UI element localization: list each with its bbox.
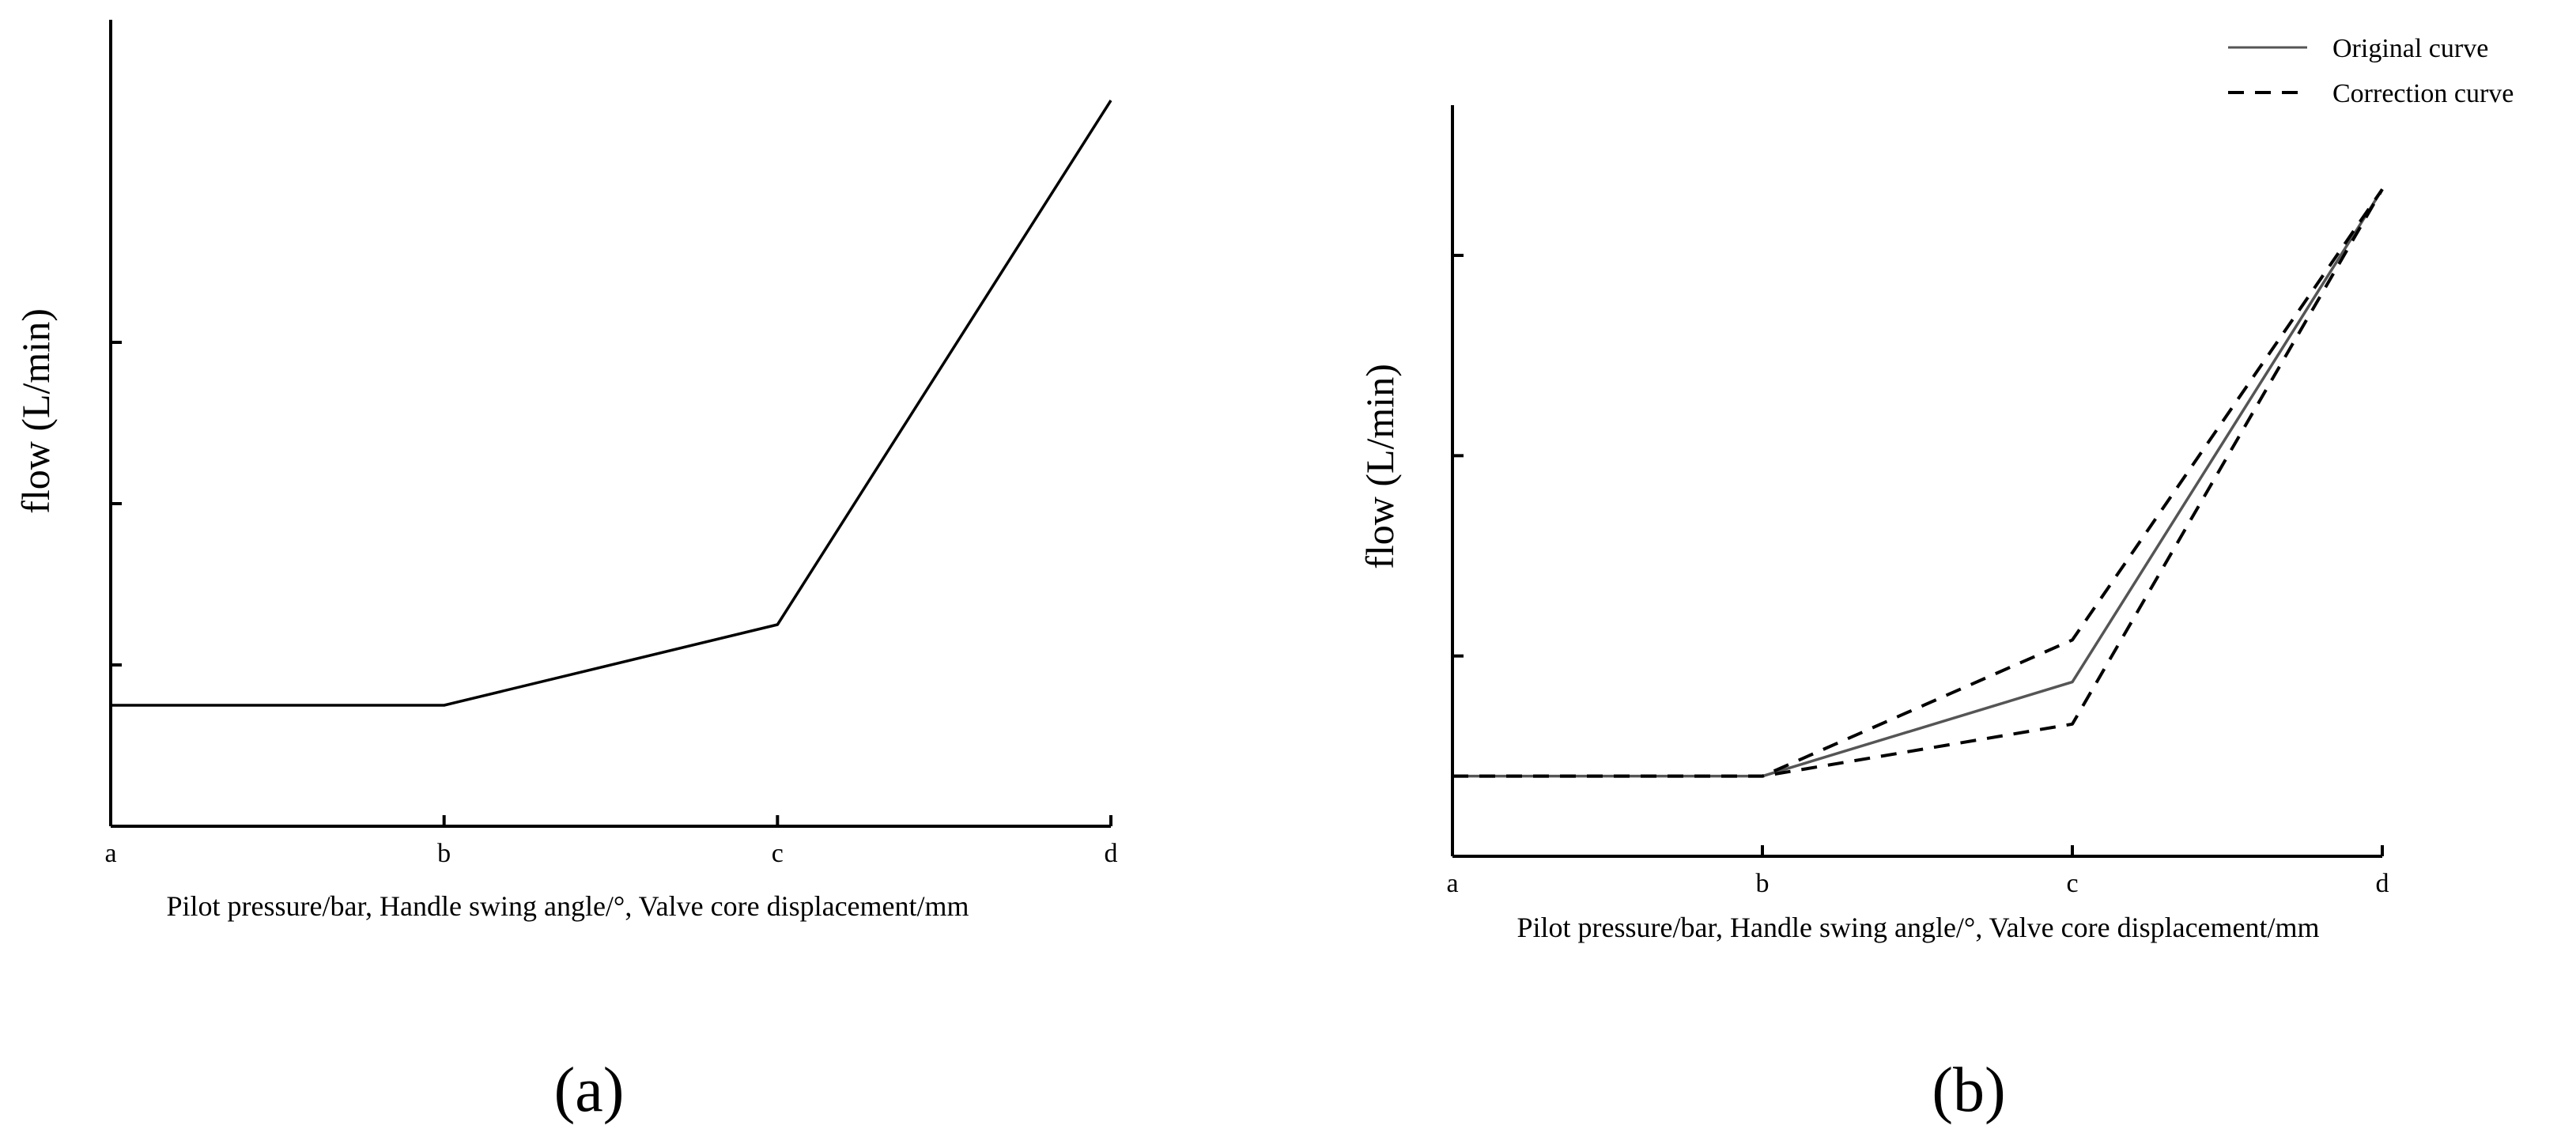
x-tick-label: d <box>2376 869 2389 898</box>
x-tick-label: b <box>1756 869 1770 898</box>
series-line-original <box>1452 188 2384 778</box>
legend: Original curve Correction curve <box>2228 34 2514 108</box>
x-tick-label: b <box>437 839 451 868</box>
legend-label-original: Original curve <box>2332 34 2488 63</box>
series-line <box>111 100 1112 707</box>
series-line-correction <box>1452 188 2384 778</box>
x-tick-label: c <box>2066 869 2078 898</box>
legend-label-correction: Correction curve <box>2332 79 2514 108</box>
x-tick-label: a <box>104 839 116 868</box>
x-axis-label: Pilot pressure/bar, Handle swing angle/°… <box>166 890 969 922</box>
x-tick-label: d <box>1105 839 1118 868</box>
y-axis-label: flow (L/min) <box>13 308 58 514</box>
x-axis-label: Pilot pressure/bar, Handle swing angle/°… <box>1517 912 2319 943</box>
panel-label: (a) <box>554 1056 625 1125</box>
x-tick-label: a <box>1446 869 1458 898</box>
series-line-correction <box>1452 188 2384 778</box>
panel-label: (b) <box>1932 1056 2005 1125</box>
x-tick-label: c <box>772 839 784 868</box>
chart-panel-a: flow (L/min) Pilot pressure/bar, Handle … <box>13 20 1118 1125</box>
y-axis-label: flow (L/min) <box>1358 364 1402 569</box>
chart-panel-b: flow (L/min) Pilot pressure/bar, Handle … <box>1358 34 2514 1125</box>
